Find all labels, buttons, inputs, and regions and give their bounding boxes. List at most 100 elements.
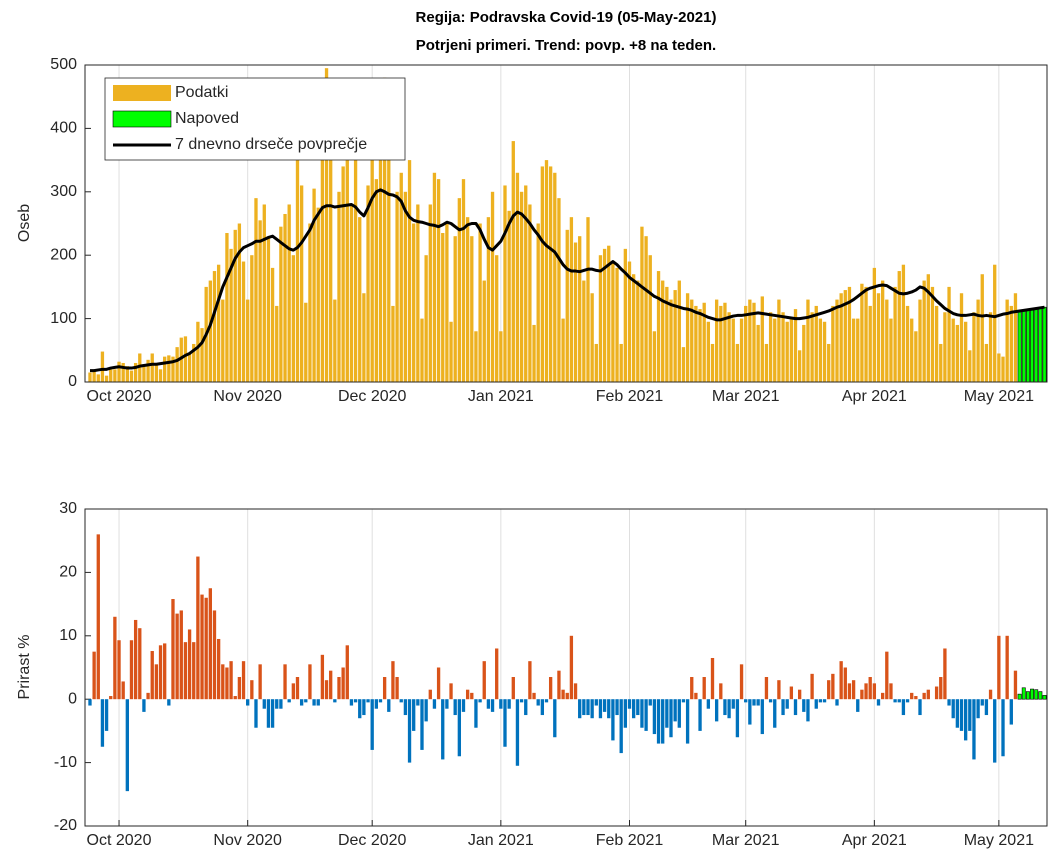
bar [723, 699, 727, 716]
bar [507, 210, 511, 382]
bar [515, 699, 520, 766]
bar [690, 677, 694, 700]
bar [349, 699, 354, 706]
bar [756, 324, 760, 382]
bar [910, 318, 914, 382]
bar [885, 299, 889, 382]
y-tick-label: 0 [68, 373, 77, 390]
bar [939, 677, 943, 700]
bar [403, 191, 408, 382]
bar [843, 667, 847, 700]
bar [465, 217, 470, 382]
bar [353, 699, 358, 703]
bar [673, 699, 677, 722]
bar [412, 699, 416, 731]
bar [104, 375, 109, 382]
bar [781, 699, 785, 716]
bar [644, 236, 648, 382]
bar [1042, 306, 1047, 383]
bar [395, 677, 399, 700]
bar [607, 245, 611, 382]
bar [436, 667, 441, 700]
bar [200, 328, 204, 382]
moving-average-line [89, 188, 1045, 373]
bar [92, 651, 96, 700]
bar [391, 305, 395, 382]
bar [96, 534, 100, 700]
bar [308, 223, 312, 382]
bar [1017, 310, 1022, 383]
bar [993, 699, 997, 763]
bar [262, 204, 266, 382]
bar [1025, 309, 1030, 383]
y-tick-label: -20 [54, 817, 77, 834]
bar [665, 699, 669, 728]
bar [229, 661, 233, 700]
bar [532, 324, 536, 382]
bar [358, 217, 362, 382]
y-tick-label: 30 [59, 500, 77, 517]
bar [694, 692, 698, 700]
bar [486, 699, 491, 709]
bar [984, 699, 989, 716]
bar [519, 699, 524, 703]
bar [1001, 699, 1005, 757]
bar [901, 699, 906, 716]
bar [304, 699, 308, 703]
bar [229, 248, 233, 382]
bar [499, 331, 503, 382]
bar [972, 699, 976, 760]
bar [216, 638, 221, 700]
bar [212, 271, 217, 382]
bar [943, 312, 947, 382]
bar [204, 597, 208, 700]
bar [511, 141, 515, 382]
bar [237, 223, 242, 382]
bar [598, 255, 603, 382]
bar [275, 305, 279, 382]
x-tick-label: Dec 2020 [338, 388, 407, 405]
bar [478, 699, 482, 703]
bar [959, 293, 964, 382]
bar [382, 77, 387, 383]
bar [968, 699, 972, 731]
bar [831, 305, 835, 382]
bar [187, 353, 192, 382]
bar [586, 699, 590, 716]
bar [133, 619, 138, 700]
bar [731, 318, 735, 382]
bar [652, 699, 657, 735]
bar [519, 191, 524, 382]
bar [997, 635, 1001, 700]
bar [295, 677, 300, 700]
bar [441, 233, 445, 382]
bar [897, 271, 901, 382]
bar [333, 299, 337, 382]
legend-label: 7 dnevno drseče povprečje [175, 136, 367, 153]
bar [109, 368, 113, 382]
bar [739, 318, 744, 382]
bar [905, 699, 910, 703]
bar [806, 299, 810, 382]
bar [382, 677, 387, 700]
bar [615, 699, 619, 716]
bar [764, 343, 769, 382]
bar [495, 255, 499, 382]
bar [793, 309, 798, 382]
bar [291, 255, 295, 382]
bar [233, 229, 237, 382]
bar [631, 274, 636, 382]
bar [146, 692, 150, 700]
bar [378, 160, 383, 382]
bar [868, 677, 872, 700]
bar [424, 255, 428, 382]
bar [395, 191, 399, 382]
bar [216, 264, 221, 382]
bar [573, 242, 578, 382]
bar [1009, 699, 1013, 725]
y-tick-label: -10 [54, 754, 77, 771]
bar [553, 172, 557, 382]
chart-title: Regija: Podravska Covid-19 (05-May-2021) [416, 9, 717, 26]
x-tick-label: Jan 2021 [468, 832, 534, 849]
bar [407, 160, 412, 382]
